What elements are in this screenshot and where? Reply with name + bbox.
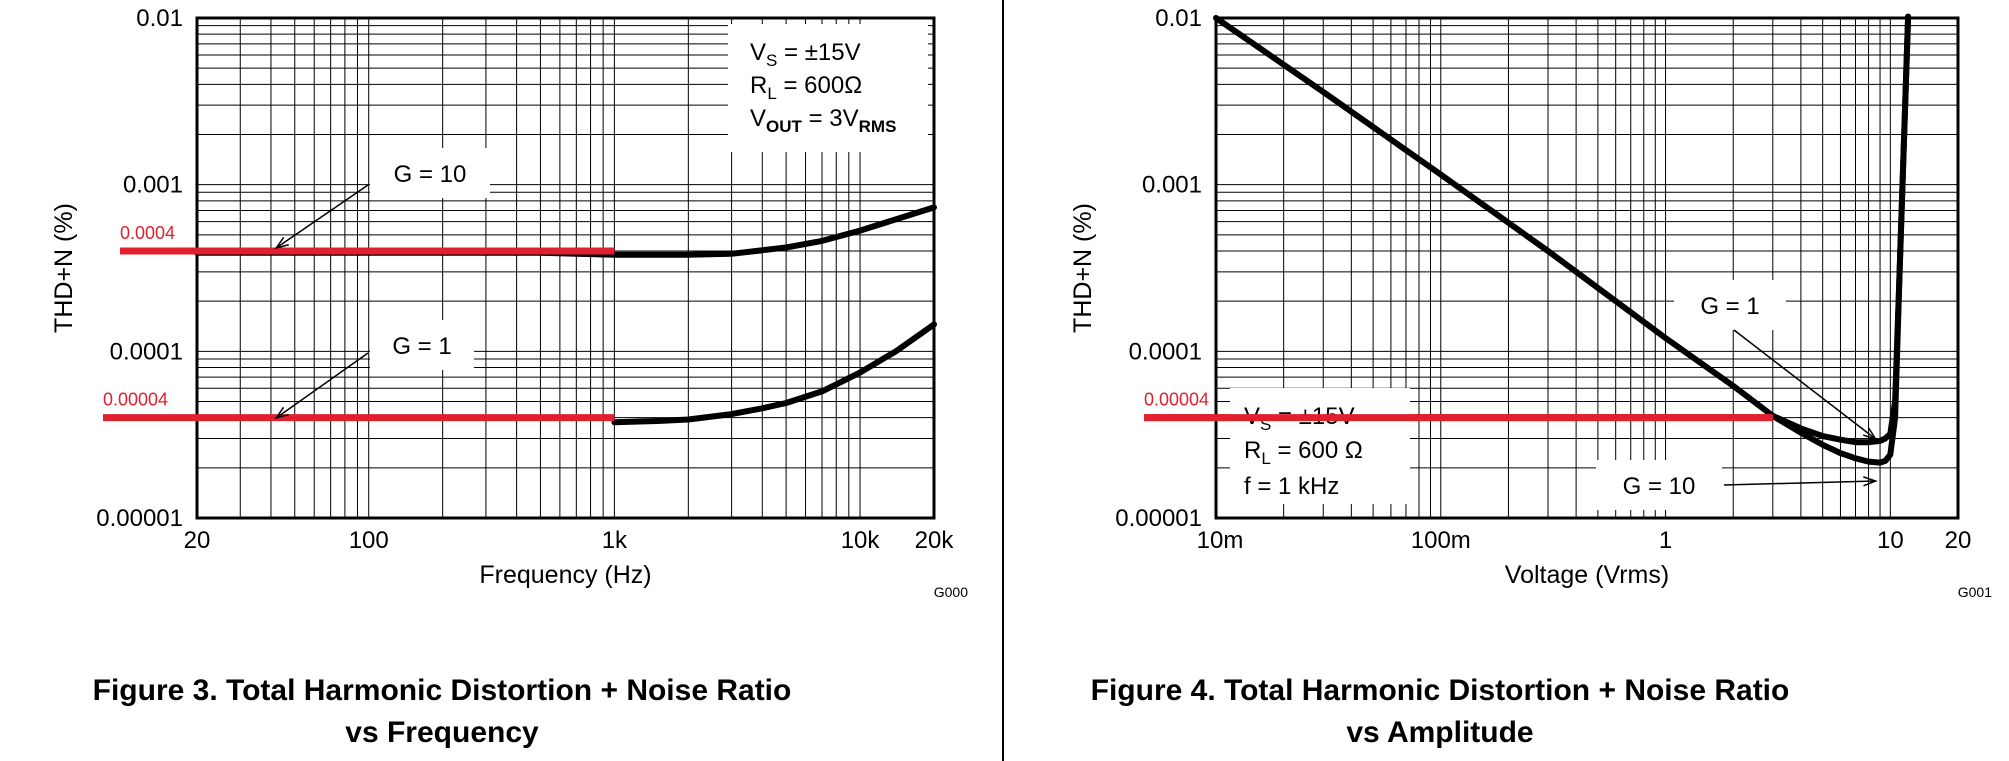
x-tick-label: 20 [184, 527, 211, 554]
x-axis-label: Frequency (Hz) [479, 561, 651, 589]
series-line-2 [611, 321, 937, 426]
highlight-label: 0.0004 [120, 223, 175, 243]
callout-g10-box [1596, 460, 1722, 510]
y-tick-label: 0.00001 [96, 505, 183, 532]
callout-g10-box [370, 148, 490, 198]
y-axis-label: THD+N (%) [1069, 203, 1097, 333]
y-tick-label: 0.001 [123, 172, 183, 199]
callout-g1-arrow [275, 352, 369, 419]
highlight-label: 0.00004 [1144, 390, 1209, 410]
x-tick-label: 1k [602, 527, 628, 554]
callout-g10: G = 10 [394, 161, 467, 188]
figure-3-panel: 0.01 0.001 0.0001 0.00001 20 100 1k 10k 20k Frequ… [0, 0, 1004, 761]
figure-3-caption-line2: vs Frequency [345, 716, 539, 749]
x-tick-label: 10m [1197, 527, 1244, 554]
x-tick-label: 20k [915, 527, 955, 554]
callout-g10-arrow [275, 184, 369, 249]
y-tick-label: 0.01 [1155, 5, 1202, 32]
callout-g10-arrow-head [1863, 476, 1878, 487]
y-tick-label: 0.00001 [1115, 505, 1202, 532]
x-tick-label: 10k [841, 527, 881, 554]
x-tick-label: 100 [349, 527, 389, 554]
figure-4-panel: 0.01 0.001 0.0001 0.00001 10m 100m 1 10 20 Voltag… [1004, 0, 2009, 761]
y-tick-label: 0.01 [136, 5, 183, 32]
plot-frame [1214, 16, 1960, 520]
y-axis-label: THD+N (%) [50, 203, 78, 333]
conditions-box [728, 24, 928, 152]
callout-g10-arrow [1723, 480, 1876, 486]
x-tick-label: 20 [1945, 527, 1972, 554]
callout-g1: G = 1 [1700, 293, 1759, 320]
x-axis-label: Voltage (Vrms) [1505, 561, 1669, 589]
callout-g1-box [370, 320, 474, 370]
condition-f: f = 1 kHz [1244, 473, 1339, 500]
callout-g10-arrow-head [274, 236, 289, 250]
conditions-box [1230, 388, 1410, 504]
y-tick-label: 0.0001 [1129, 338, 1202, 365]
x-tick-label: 1 [1659, 527, 1672, 554]
figure-4-caption-line1: Figure 4. Total Harmonic Distortion + No… [1090, 674, 1790, 707]
graph-code: G001 [1958, 584, 1992, 600]
callout-g1: G = 1 [392, 333, 451, 360]
callout-g1-arrow [1733, 329, 1877, 440]
plot-frame [195, 16, 936, 520]
x-tick-label: 10 [1877, 527, 1904, 554]
condition-rl: RL = 600 Ω [1244, 437, 1363, 468]
condition-vs: VS = ±15V [750, 39, 861, 70]
series-line-1 [1213, 13, 1912, 446]
callout-g1-arrow-head [274, 406, 289, 420]
figure-4-caption: Figure 4. Total Harmonic Distortion + No… [1050, 670, 1830, 754]
highlight-label: 0.00004 [103, 390, 168, 410]
figure-3-caption-line1: Figure 3. Total Harmonic Distortion + No… [92, 674, 792, 707]
series-line-2 [1769, 13, 1912, 466]
graph-code: G000 [934, 584, 968, 600]
y-tick-label: 0.0001 [110, 338, 183, 365]
y-tick-label: 0.001 [1142, 172, 1202, 199]
callout-g1-arrow-head [1862, 427, 1878, 441]
condition-vout: VOUT = 3VRMS [750, 105, 896, 136]
x-tick-label: 100m [1411, 527, 1471, 554]
panel-divider [1002, 0, 1004, 761]
condition-rl: RL = 600Ω [750, 72, 862, 103]
callout-g1-box [1674, 280, 1786, 330]
figure-3-caption: Figure 3. Total Harmonic Distortion + No… [52, 670, 832, 754]
callout-g10: G = 10 [1623, 473, 1696, 500]
figure-4-caption-line2: vs Amplitude [1346, 716, 1534, 749]
